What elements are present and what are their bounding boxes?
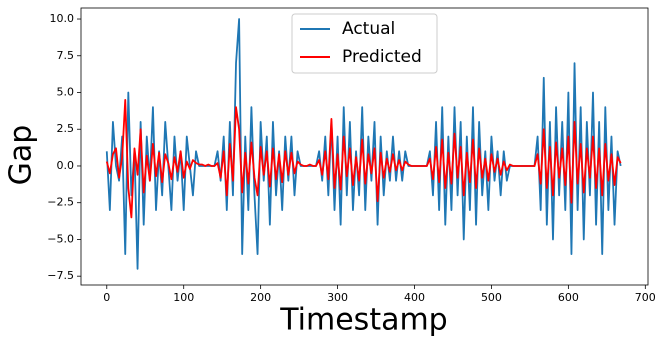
y-tick-label: −5.0	[47, 232, 74, 245]
y-tick-label: −7.5	[47, 269, 74, 282]
x-tick-label: 0	[103, 291, 110, 304]
x-tick-label: 200	[250, 291, 271, 304]
y-tick-label: 5.0	[57, 85, 75, 98]
legend-label: Actual	[342, 19, 395, 39]
x-tick-label: 400	[404, 291, 425, 304]
y-tick-label: 7.5	[57, 49, 75, 62]
plot-frame	[80, 7, 649, 286]
y-tick-label: 10.0	[50, 12, 75, 25]
x-tick-label: 300	[327, 291, 348, 304]
x-tick-label: 500	[481, 291, 502, 304]
x-tick-label: 600	[558, 291, 579, 304]
x-tick-label: 100	[173, 291, 194, 304]
x-axis-label: Timestamp	[279, 303, 447, 338]
y-tick-label: −2.5	[47, 196, 74, 209]
y-tick-label: 2.5	[57, 122, 75, 135]
y-tick-label: 0.0	[57, 159, 75, 172]
y-axis-label: Gap	[4, 125, 39, 186]
x-tick-label: 700	[635, 291, 655, 304]
legend-label: Predicted	[342, 47, 422, 67]
line-series	[105, 98, 622, 219]
